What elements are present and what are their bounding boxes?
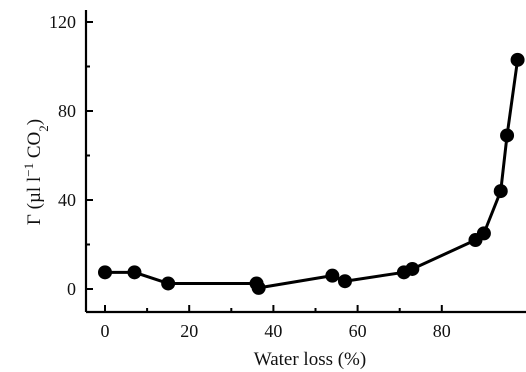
y-tick-label: 40 bbox=[58, 190, 76, 210]
data-point bbox=[510, 52, 525, 67]
y-axis-title-sup: −1 bbox=[21, 163, 36, 177]
x-tick-label: 20 bbox=[180, 321, 198, 341]
y-ticks: 0 40 80 120 bbox=[49, 12, 93, 299]
data-point bbox=[500, 128, 515, 143]
y-axis-title-sub: 2 bbox=[36, 125, 51, 132]
data-point bbox=[405, 261, 420, 276]
x-tick-label: 60 bbox=[349, 321, 367, 341]
data-point bbox=[476, 226, 491, 241]
data-point bbox=[251, 280, 266, 295]
x-ticks: 0 20 40 60 80 bbox=[101, 305, 451, 341]
y-axis-title: Γ (µl l−1 CO2) bbox=[21, 119, 51, 225]
data-point bbox=[98, 265, 112, 280]
x-tick-label: 40 bbox=[264, 321, 282, 341]
y-tick-label: 120 bbox=[49, 12, 76, 32]
x-axis-title: Water loss (%) bbox=[254, 349, 366, 370]
x-tick-label: 80 bbox=[433, 321, 451, 341]
x-tick-label: 0 bbox=[101, 321, 110, 341]
data-point bbox=[161, 276, 176, 291]
data-point bbox=[493, 184, 508, 199]
plot-area: 0 40 80 120 0 20 40 60 80 bbox=[49, 10, 526, 341]
data-point bbox=[325, 268, 340, 283]
y-tick-label: 80 bbox=[58, 101, 76, 121]
y-axis-title-end: ) bbox=[24, 119, 45, 125]
data-series bbox=[98, 52, 525, 295]
y-axis-title-main: Γ (µl l bbox=[24, 177, 45, 225]
y-tick-label: 0 bbox=[67, 279, 76, 299]
data-point bbox=[337, 274, 352, 289]
data-point bbox=[127, 265, 142, 280]
series-line bbox=[105, 59, 520, 290]
y-axis-title-mid: CO bbox=[24, 132, 45, 163]
